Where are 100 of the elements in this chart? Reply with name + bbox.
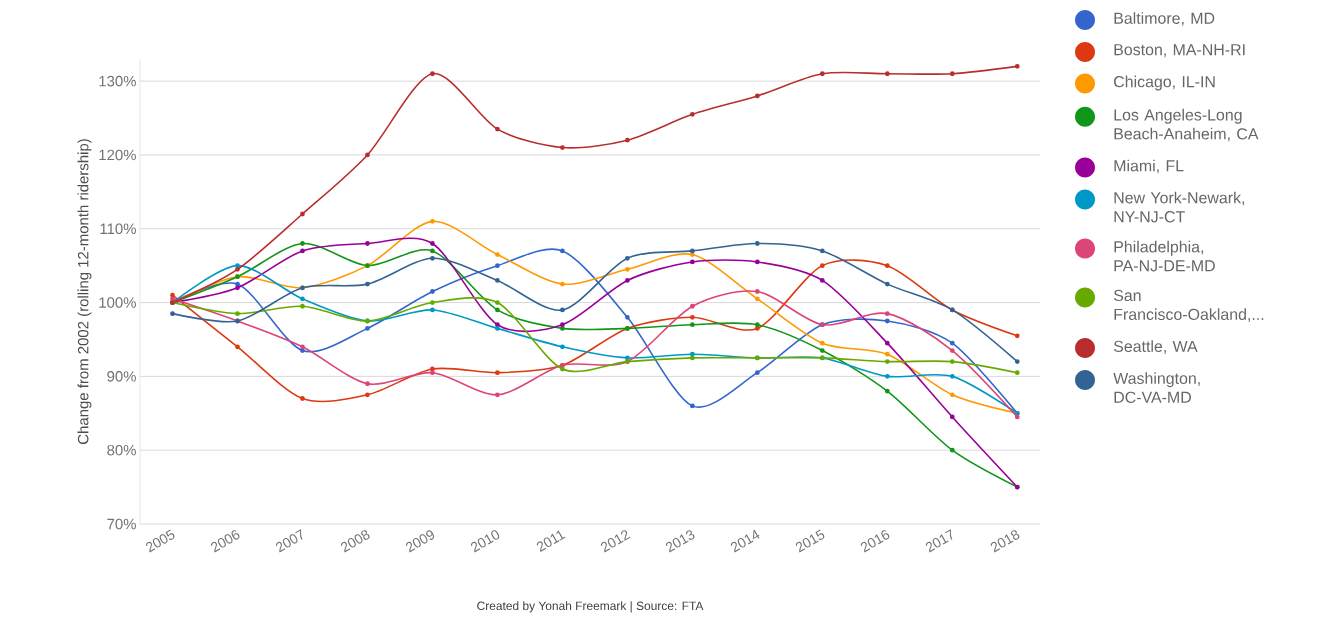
legend-label: Chicago, IL-IN xyxy=(1114,75,1215,91)
y-axis-title: Change from 2002 (rolling 12-month ridership) xyxy=(77,139,92,444)
point xyxy=(884,263,890,269)
point xyxy=(300,348,305,353)
y-tick-label: 100% xyxy=(99,297,136,308)
point xyxy=(949,348,955,353)
point xyxy=(689,355,695,361)
point xyxy=(495,263,500,269)
point xyxy=(884,359,890,364)
point xyxy=(689,303,695,309)
point xyxy=(884,373,890,379)
point xyxy=(235,344,240,350)
point xyxy=(689,259,695,265)
point xyxy=(819,248,825,254)
point xyxy=(235,285,240,291)
x-tick-label: 2012 xyxy=(600,530,631,553)
point xyxy=(300,248,305,254)
point xyxy=(430,366,435,372)
point xyxy=(754,322,760,328)
point xyxy=(430,300,435,305)
point xyxy=(430,71,435,77)
point xyxy=(949,447,955,453)
point xyxy=(689,248,695,254)
y-tick-label: 90% xyxy=(107,371,136,382)
point xyxy=(365,381,370,387)
point xyxy=(689,351,695,357)
point xyxy=(560,307,565,313)
point xyxy=(495,370,500,376)
point xyxy=(949,373,955,379)
point xyxy=(949,71,955,77)
legend-label: New York-Newark, NY-NJ-CT xyxy=(1114,191,1245,223)
x-tick-label: 2011 xyxy=(536,530,566,552)
point xyxy=(430,218,435,224)
point xyxy=(1014,370,1020,376)
point xyxy=(300,303,305,309)
point xyxy=(624,314,630,320)
point xyxy=(300,211,305,217)
y-tick-label: 110% xyxy=(100,223,136,235)
point xyxy=(884,71,890,77)
point xyxy=(689,111,695,117)
point xyxy=(754,259,760,265)
point xyxy=(560,248,565,254)
point xyxy=(495,322,500,328)
point xyxy=(949,392,955,398)
x-tick-label: 2016 xyxy=(860,530,890,553)
point xyxy=(430,289,435,294)
point xyxy=(884,311,890,317)
point xyxy=(884,351,890,357)
point xyxy=(560,281,565,287)
point xyxy=(884,388,890,394)
point xyxy=(495,126,500,132)
point xyxy=(365,325,370,331)
point xyxy=(884,340,890,346)
point xyxy=(754,93,760,99)
legend-label: Los Angeles-Long Beach-Anaheim, CA xyxy=(1114,108,1259,142)
point xyxy=(624,255,630,261)
point xyxy=(560,322,565,328)
x-tick-label: 2006 xyxy=(210,530,240,553)
point xyxy=(754,241,760,246)
point xyxy=(624,355,630,361)
point xyxy=(754,296,760,302)
legend-label: Baltimore, MD xyxy=(1114,12,1215,26)
y-tick-label: 120% xyxy=(99,149,136,161)
text: Created by Yonah Freemark | Source: FTA xyxy=(477,601,704,613)
x-tick-label: 2013 xyxy=(665,530,695,553)
point xyxy=(495,392,500,398)
point xyxy=(365,392,370,398)
x-tick-label: 2014 xyxy=(730,529,760,553)
point xyxy=(819,348,825,353)
legend-label: Philadelphia, PA-NJ-DE-MD xyxy=(1114,240,1215,272)
point xyxy=(300,396,305,401)
point xyxy=(689,314,695,320)
point xyxy=(624,278,630,283)
y-tick-label: 80% xyxy=(107,444,136,456)
point xyxy=(949,359,955,364)
point xyxy=(430,255,435,261)
point xyxy=(884,281,890,287)
point xyxy=(1014,63,1020,69)
point xyxy=(430,241,435,246)
point xyxy=(624,137,630,143)
point xyxy=(819,278,825,283)
point xyxy=(884,318,890,324)
x-tick-label: 2009 xyxy=(405,530,435,553)
point xyxy=(754,289,760,294)
point xyxy=(560,145,565,150)
legend-label: Seattle, WA xyxy=(1113,340,1198,354)
point xyxy=(819,71,825,77)
point xyxy=(689,322,695,328)
point xyxy=(170,292,175,298)
legend-label: Miami, FL xyxy=(1114,159,1184,174)
point xyxy=(235,311,240,317)
point xyxy=(754,370,760,376)
point xyxy=(170,311,175,317)
point xyxy=(560,344,565,350)
point xyxy=(300,296,305,302)
point xyxy=(949,414,955,420)
point xyxy=(495,307,500,313)
point xyxy=(495,300,500,305)
legend-label: Washington, DC-VA-MD xyxy=(1113,372,1200,403)
point xyxy=(819,340,825,346)
